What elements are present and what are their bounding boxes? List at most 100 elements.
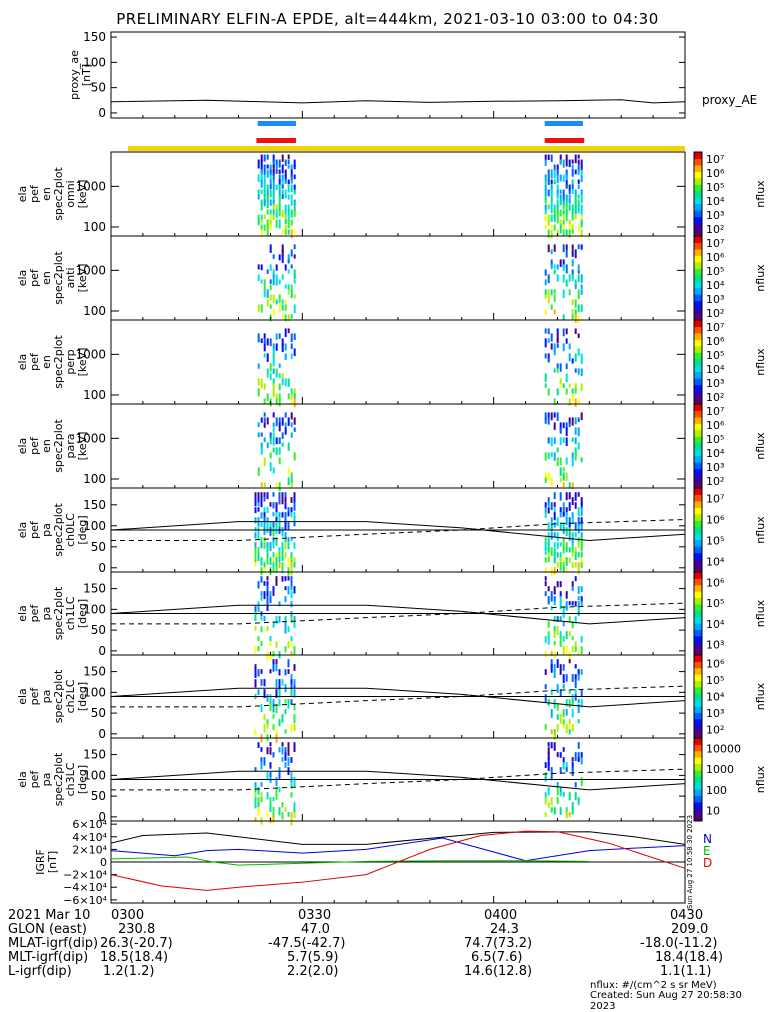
spec-1-a-px	[284, 159, 287, 166]
spec-1-a-px	[260, 204, 263, 211]
colorbar-seg-2	[694, 261, 702, 269]
spec-1-a-px	[263, 174, 266, 180]
pa-6-a-px	[257, 606, 260, 613]
pa-5-a-px	[290, 552, 293, 561]
pa-8-b-px	[547, 787, 550, 796]
colorbar-seg-7	[694, 674, 702, 682]
spec-2-a-px	[269, 279, 272, 284]
spec-1-b-px	[553, 224, 556, 231]
colorbar-seg-7	[694, 686, 702, 694]
spec-3-b-px	[565, 363, 568, 370]
spec-1-a-px	[263, 184, 266, 192]
spec-3-b-px	[571, 388, 574, 394]
pa-7-a-px	[266, 724, 269, 729]
pa-6-a-px	[272, 586, 275, 595]
mlat-val-0: 26.3(-20.7)	[100, 936, 173, 951]
spec-2-b-px	[565, 264, 568, 274]
colorbar-seg-7	[694, 731, 702, 739]
pa-8-a-px	[290, 772, 293, 779]
pa-5-b-px	[580, 532, 583, 540]
pa-5-a-px	[275, 507, 278, 513]
spec-1-a-px	[287, 219, 290, 229]
spec-1-a-px	[266, 169, 269, 178]
spec-4-a-px	[260, 447, 263, 455]
pa-6-a-px	[293, 616, 296, 621]
spec-3-a-px	[275, 393, 278, 400]
spec-1-b-px	[544, 154, 547, 161]
spec-4-b-px	[565, 422, 568, 430]
spec-1-a-px	[272, 204, 275, 214]
spec-1-b-px	[562, 219, 565, 225]
spec-1-a-px	[278, 159, 281, 168]
pa-5-b-px	[580, 522, 583, 531]
spec-3-a-px	[293, 398, 296, 408]
spec-3-a-px	[284, 353, 287, 361]
spec-1-b-px	[547, 169, 550, 175]
colorbar-label-6: nflux	[754, 599, 767, 627]
colorbar-seg-1	[694, 203, 702, 211]
pa-6-b-px	[565, 646, 568, 654]
pa-7-a-px	[293, 704, 296, 711]
pa-5-b-px	[550, 547, 553, 557]
spec-1-b-px	[550, 204, 553, 214]
spec-1-b-px	[556, 229, 559, 236]
pa-ytick-label-7-0: 0	[98, 727, 106, 741]
spec-1-b-px	[577, 204, 580, 214]
pa-6-b-px	[580, 636, 583, 643]
spec-2-a-px	[293, 274, 296, 280]
spec-1-b-px	[571, 214, 574, 221]
energy-ylabel-4-line-5: [keV]	[76, 432, 89, 461]
pa-7-b-px	[571, 699, 574, 705]
spec-3-a-px	[272, 343, 275, 351]
colorbar-seg-6	[694, 629, 702, 637]
spec-1-b-px	[556, 184, 559, 193]
pa-6-b-px	[571, 581, 574, 590]
mlt-val-3: 18.4(18.4)	[655, 950, 724, 965]
pa-5-b-px	[553, 512, 556, 521]
colorbar-seg-4	[694, 410, 702, 418]
colorbar-tick-2-3: 10⁵	[706, 265, 724, 278]
pa-6-a-px	[257, 581, 260, 589]
colorbar-seg-4	[694, 481, 702, 489]
spec-1-a-px	[263, 224, 266, 231]
spec-4-a-px	[260, 482, 263, 487]
pa-8-b-px	[571, 767, 574, 776]
spec-1-a-px	[269, 174, 272, 181]
energy-ylabel-2: ela pef en spec2plot anti [keV]	[16, 251, 89, 305]
colorbar-seg-4	[694, 475, 702, 483]
spec-1-a-px	[290, 194, 293, 200]
flag-red-2	[544, 138, 585, 143]
ae-ytick-label-3: 150	[83, 30, 106, 44]
spec-4-a-px	[275, 417, 278, 427]
spec-3-a-px	[272, 388, 275, 398]
energy-ylabel-2-line-4: anti	[64, 267, 77, 288]
pa-6-a-px	[290, 581, 293, 590]
pa-7-b-px	[568, 699, 571, 708]
spec-3-a-px	[284, 343, 287, 351]
colorbar-tick-8-0: 10	[706, 805, 720, 818]
colorbar-seg-8	[694, 789, 702, 796]
spec-2-a-px	[278, 254, 281, 261]
pa-7-a-px	[278, 699, 281, 707]
spec-1-b-px	[562, 204, 565, 210]
spec-1-a-px	[260, 174, 263, 183]
pa-5-a-px	[287, 537, 290, 542]
spec-3-a-px	[281, 373, 284, 382]
colorbar-seg-4	[694, 436, 702, 444]
colorbar-seg-8	[694, 763, 702, 771]
spec-2-b-px	[580, 274, 583, 283]
colorbar-seg-3	[694, 326, 702, 334]
pa-7-a-px	[257, 669, 260, 677]
pa-5-b-px	[553, 542, 556, 547]
pa-5-a-px	[290, 537, 293, 542]
spec-1-b-px	[550, 154, 553, 162]
spec-3-b-px	[562, 343, 565, 352]
pa-5-a-px	[266, 547, 269, 553]
pa-6-b-px	[571, 586, 574, 592]
pa-5-b-px	[565, 527, 568, 537]
pa-anti-loss-cone-8	[111, 768, 686, 791]
pa-8-b-px	[571, 757, 574, 762]
pa-6-b-px	[544, 581, 547, 587]
spec-1-a-px	[263, 169, 266, 175]
colorbar-seg-7	[694, 725, 702, 733]
